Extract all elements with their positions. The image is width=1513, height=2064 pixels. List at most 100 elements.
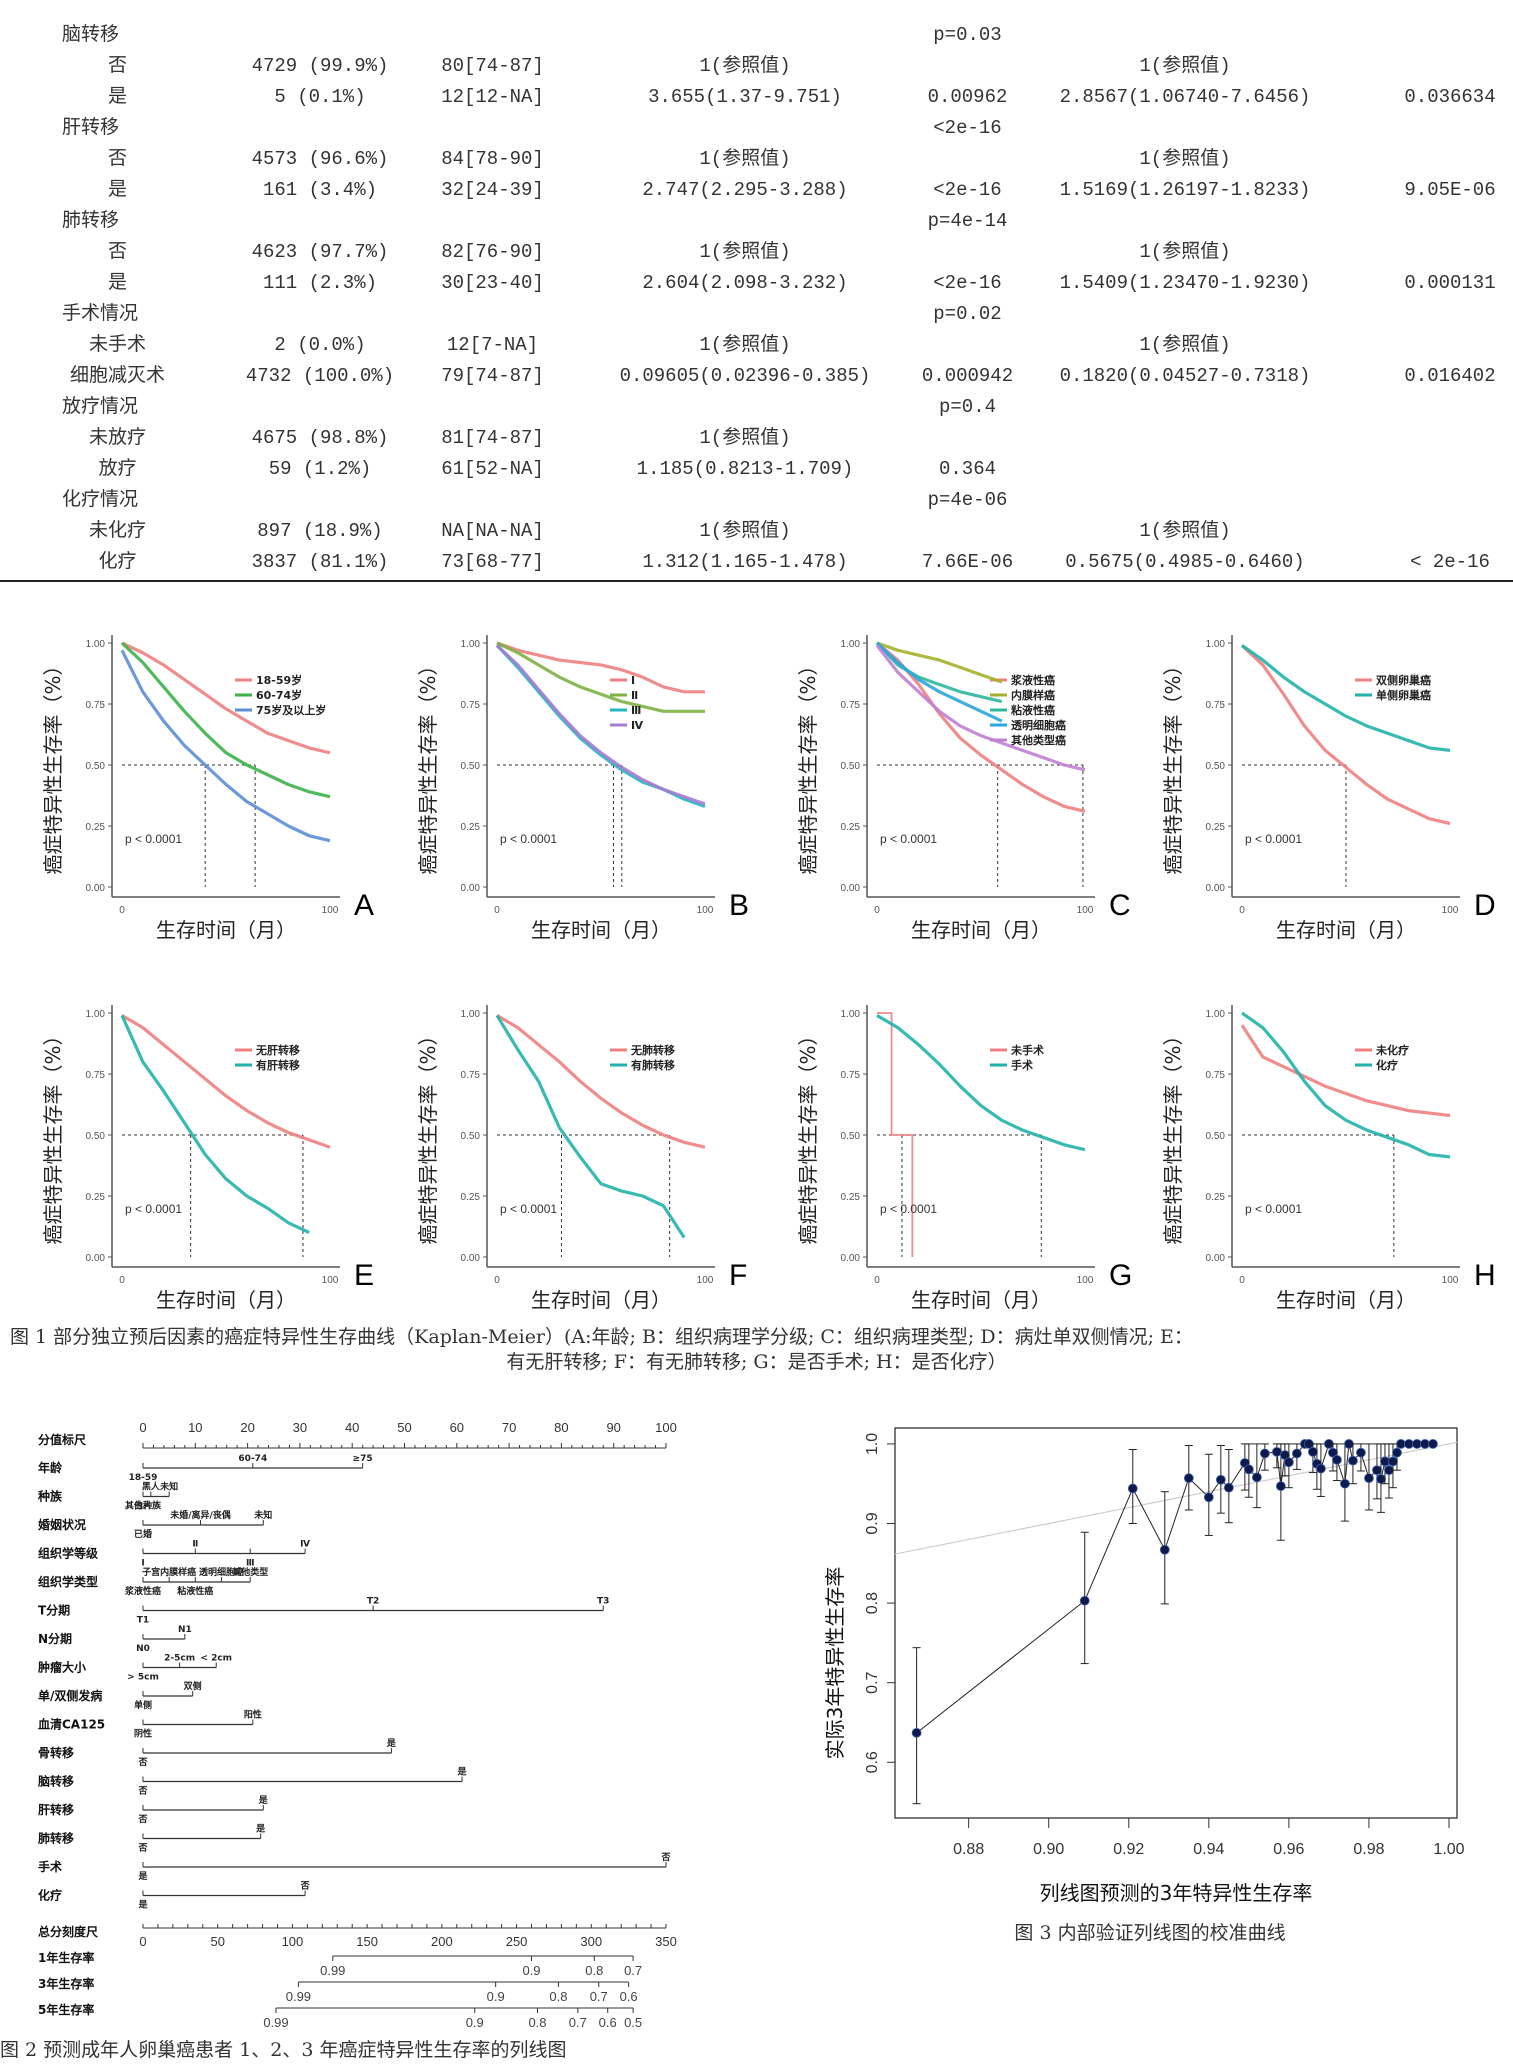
- cell-hr-uni: 1(参照值): [699, 520, 791, 542]
- cell-hr-uni: 1(参照值): [699, 241, 791, 263]
- table-category-row: 肺转移 p=4e-14: [0, 206, 1513, 237]
- panel-letter: H: [1474, 1259, 1496, 1292]
- y-tick-label: 0.75: [841, 700, 861, 711]
- y-tick-label: 0.6: [864, 1751, 881, 1773]
- calibration-point: [1183, 1473, 1194, 1484]
- nomogram-level-label: 阴性: [134, 1728, 152, 1740]
- cell-median: 73[68-77]: [441, 551, 544, 573]
- cell-label: 化疗: [98, 551, 137, 573]
- calibration-point: [1291, 1448, 1302, 1459]
- nomogram-level-label: 透明细胞癌: [199, 1566, 244, 1578]
- calibration-point: [1251, 1472, 1262, 1483]
- calibration-point: [1372, 1465, 1382, 1476]
- y-tick-label: 0.75: [461, 700, 481, 711]
- legend-label: 18-59岁: [256, 673, 302, 687]
- cell-hr-multi: 1(参照值): [1139, 241, 1231, 263]
- cell-median: 82[76-90]: [441, 241, 544, 263]
- cell-median: 30[23-40]: [441, 272, 544, 294]
- cell-hr-uni: 1(参照值): [699, 427, 791, 449]
- nomogram-level-label: T2: [367, 1597, 379, 1607]
- table-category-row: 脑转移 p=0.03: [0, 20, 1513, 51]
- total-axis-label: 350: [655, 1934, 677, 1949]
- y-tick-label: 1.00: [1206, 639, 1226, 650]
- cell-hr-uni: 1.185(0.8213-1.709): [636, 458, 854, 480]
- legend-label: 60-74岁: [256, 688, 302, 702]
- nomogram-level-label: 2-5cm: [164, 1654, 195, 1664]
- table-row: 否 4623 (97.7%) 82[76-90] 1(参照值) 1(参照值): [0, 237, 1513, 268]
- total-axis-label: 150: [356, 1934, 378, 1949]
- y-tick-label: 0.00: [86, 1253, 106, 1264]
- cell-p-uni: 0.000942: [921, 365, 1014, 387]
- nomogram-level-label: 其他类型: [232, 1566, 268, 1578]
- nomogram-row-label: 单/双侧发病: [38, 1688, 102, 1703]
- x-axis-title: 生存时间（月）: [531, 1288, 671, 1312]
- km-curve: [1241, 1011, 1451, 1159]
- nomogram-level-label: 否: [137, 1843, 147, 1854]
- x-axis-title: 列线图预测的3年特异性生存率: [1040, 1881, 1313, 1905]
- nomogram-level-label: 未知: [159, 1481, 178, 1493]
- y-tick-label: 0.50: [1206, 761, 1226, 772]
- p-value-annotation: p < 0.0001: [880, 1202, 937, 1216]
- cell-median: 12[7-NA]: [446, 334, 539, 356]
- table-category-row: 手术情况 p=0.02: [0, 299, 1513, 330]
- km-curve: [496, 641, 705, 713]
- cell-p-uni: p=0.02: [933, 303, 1002, 325]
- y-tick-label: 0.50: [841, 1131, 861, 1142]
- nomogram-level-label: 是: [457, 1767, 468, 1778]
- km-panel-a: 0.00 0.25 0.50 0.75 1.00 0 100 18-59岁60-74岁75岁及…: [41, 635, 374, 942]
- cell-label: 未化疗: [88, 520, 146, 542]
- total-axis-label: 300: [580, 1934, 602, 1949]
- cell-n: 4675 (98.8%): [251, 427, 389, 449]
- nomogram-level-label: Ⅱ: [192, 1540, 198, 1550]
- x-axis-title: 生存时间（月）: [1276, 1288, 1416, 1312]
- nomogram-row-label: 肺转移: [38, 1831, 74, 1846]
- calibration-point: [1203, 1492, 1214, 1503]
- cell-n: 897 (18.9%): [257, 520, 383, 542]
- cell-p-multi: 0.000131: [1404, 272, 1496, 294]
- figure3-caption: 图 3 内部验证列线图的校准曲线: [1014, 1922, 1286, 1944]
- table-row: 放疗 59 (1.2%) 61[52-NA] 1.185(0.8213-1.709) 0…: [0, 454, 1513, 485]
- total-axis-label: 100: [282, 1934, 304, 1949]
- nomogram-level-label: 黑人: [142, 1481, 161, 1493]
- nomogram-level-label: 否: [137, 1757, 147, 1768]
- table-row: 未放疗 4675 (98.8%) 81[74-87] 1(参照值): [0, 423, 1513, 454]
- table-row: 细胞减灭术 4732 (100.0%) 79[74-87] 0.09605(0.023…: [0, 361, 1513, 392]
- nomogram-level-label: Ⅲ: [246, 1559, 255, 1569]
- cell-hr-multi: 1.5409(1.23470-1.9230): [1059, 272, 1311, 294]
- km-curve: [120, 641, 331, 799]
- cell-p-uni: p=0.4: [938, 396, 996, 418]
- cell-label: 否: [107, 241, 127, 263]
- nomogram-level-label: 是: [137, 1900, 148, 1911]
- km-panel-c: 0.00 0.25 0.50 0.75 1.00 0 100 浆液性癌内膜样癌粘液性癌透明细胞…: [796, 635, 1131, 942]
- nomogram-row-label: 1年生存率: [38, 1950, 94, 1965]
- table-row: 是 5 (0.1%) 12[12-NA] 3.655(1.37-9.751) 0.009…: [0, 82, 1513, 113]
- survival-axis-label: 0.7: [624, 1963, 642, 1978]
- survival-axis-label: 0.6: [620, 1989, 638, 2004]
- calibration-point: [1356, 1447, 1366, 1458]
- x-axis-title: 生存时间（月）: [531, 918, 671, 942]
- nomogram-level-label: 未婚/离异/丧偶: [169, 1509, 231, 1521]
- nomogram-level-label: 是: [255, 1824, 266, 1835]
- legend-label: 化疗: [1376, 1058, 1398, 1072]
- survival-axis-label: 0.9: [487, 1989, 505, 2004]
- total-axis-label: 0: [139, 1934, 146, 1949]
- cell-label: 放疗情况: [62, 396, 139, 418]
- survival-axis-label: 0.5: [624, 2015, 642, 2030]
- x-axis-title: 生存时间（月）: [911, 918, 1051, 942]
- y-tick-label: 0.00: [1206, 1253, 1226, 1264]
- cell-p-uni: 0.364: [938, 458, 996, 480]
- km-curve: [877, 1012, 914, 1257]
- cell-p-uni: 0.00962: [927, 86, 1008, 108]
- y-axis-title: 癌症特异性生存率（%）: [796, 1025, 820, 1244]
- points-axis-label: 50: [397, 1420, 411, 1435]
- legend-label: 粘液性癌: [1011, 703, 1055, 717]
- total-axis-label: 200: [431, 1934, 453, 1949]
- calibration-line: [916, 1442, 1433, 1734]
- y-tick-label: 0.50: [461, 761, 481, 772]
- calibration-point: [1392, 1447, 1402, 1458]
- x-tick-label: 100: [1442, 1275, 1459, 1286]
- nomogram-row-label: 手术: [38, 1859, 62, 1874]
- calibration-point: [1283, 1457, 1294, 1468]
